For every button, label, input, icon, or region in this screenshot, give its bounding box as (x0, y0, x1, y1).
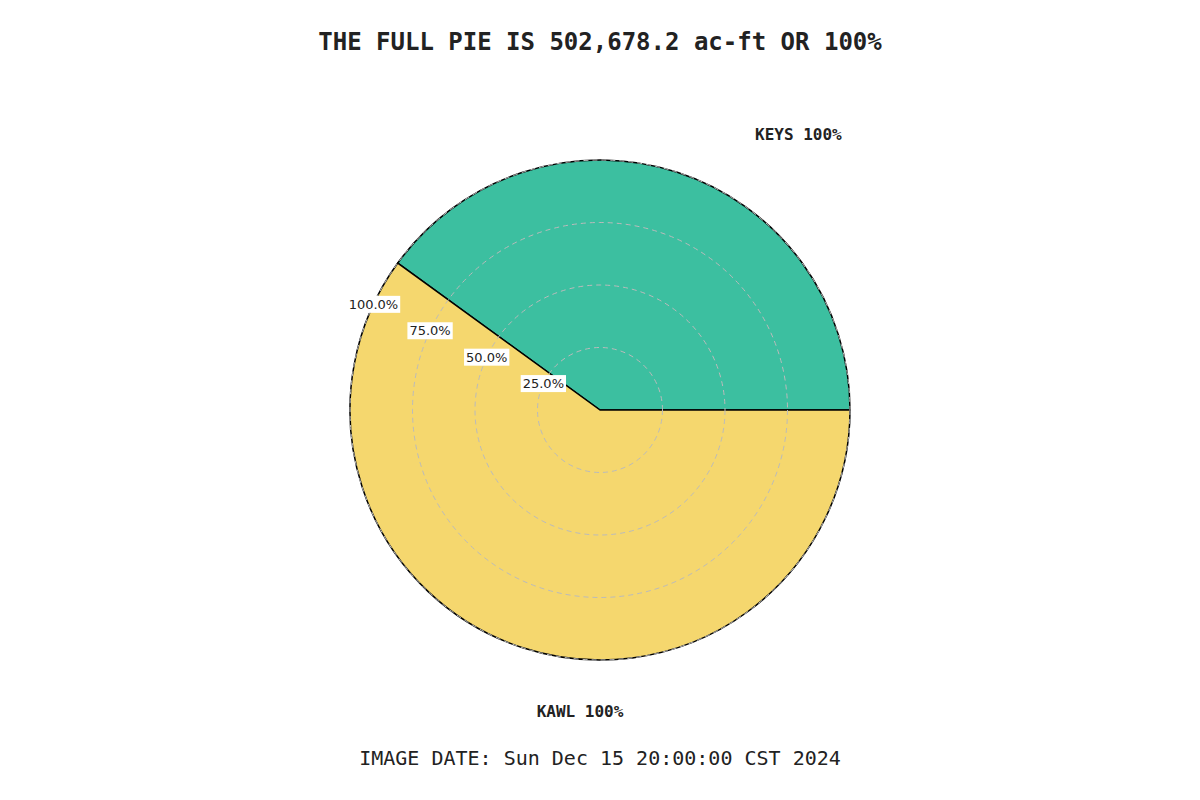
ring-label-background (347, 296, 401, 313)
ring-label-background (464, 349, 509, 366)
chart: 25.0% 50.0% 75.0% 100.0% KEYS 100% KAWL 100% T… (0, 0, 1200, 800)
ring-label-group: 100.0% (347, 296, 401, 313)
ring-label-background (521, 375, 566, 392)
ring-label-background (407, 322, 452, 339)
title: THE FULL PIE IS 502,678.2 ac-ft OR 100% (318, 28, 882, 56)
ring-label: 100.0% (349, 297, 399, 312)
ring-grid-line (413, 223, 788, 598)
annotation: IMAGE DATE: Sun Dec 15 20:00:00 CST 2024 (359, 746, 841, 770)
slice-label: KEYS 100% (755, 125, 842, 144)
ring-label-group: 75.0% (407, 322, 452, 339)
ring-grid-line (350, 160, 850, 660)
slices (350, 160, 850, 660)
ring-label-group: 25.0% (521, 375, 566, 392)
ring-label-group: 50.0% (464, 349, 509, 366)
slice-label: KAWL 100% (537, 702, 624, 721)
ring-label: 50.0% (466, 350, 507, 365)
rings (350, 160, 850, 660)
pie-slice (350, 263, 850, 660)
ring-label: 25.0% (523, 376, 564, 391)
ring-grid-line (475, 285, 725, 535)
ring-label: 75.0% (409, 323, 450, 338)
ring-grid-line (538, 348, 663, 473)
